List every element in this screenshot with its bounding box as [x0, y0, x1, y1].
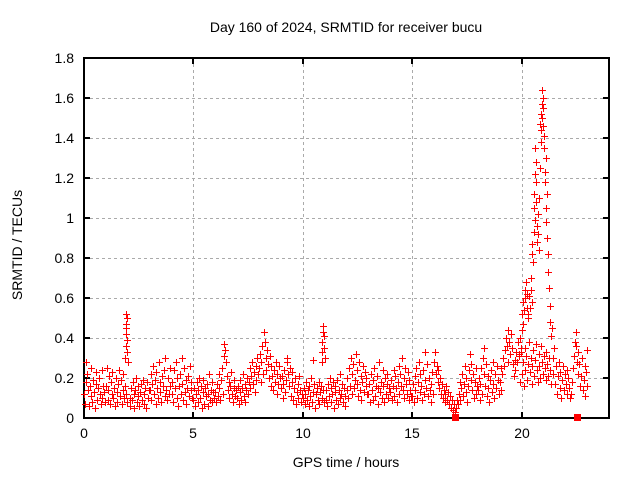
- y-tick-label: 1.2: [55, 170, 75, 186]
- y-tick-label: 0.2: [55, 370, 75, 386]
- x-tick-label: 0: [80, 425, 88, 441]
- x-tick-label: 20: [514, 425, 530, 441]
- y-axis-label: SRMTID / TECUs: [9, 190, 25, 300]
- x-axis-label: GPS time / hours: [293, 454, 400, 470]
- scatter-square-marker: [574, 414, 581, 421]
- plot-border-and-ticks: [83, 57, 610, 419]
- x-tick-label: 10: [295, 425, 311, 441]
- scatter-plus-markers: [81, 87, 591, 416]
- chart-title: Day 160 of 2024, SRMTID for receiver buc…: [210, 19, 482, 35]
- plot-border: [83, 57, 610, 419]
- y-tick-label: 1.8: [55, 50, 75, 66]
- y-tick-label: 1.6: [55, 90, 75, 106]
- y-tick-label: 1.4: [55, 130, 75, 146]
- scatter-square-marker: [452, 414, 459, 421]
- x-tick-label: 15: [404, 425, 420, 441]
- gridlines: [84, 58, 609, 418]
- y-tick-label: 0.4: [55, 330, 75, 346]
- data-points: [81, 87, 591, 421]
- y-tick-label: 0.8: [55, 250, 75, 266]
- x-tick-label: 5: [189, 425, 197, 441]
- y-tick-label: 0: [66, 410, 74, 426]
- tick-labels: 0 5 10 15 20 0 0.2 0.4 0.6 0.8 1 1.2 1.4 1.6 1.8: [55, 50, 530, 441]
- y-tick-label: 1: [66, 210, 74, 226]
- y-tick-label: 0.6: [55, 290, 75, 306]
